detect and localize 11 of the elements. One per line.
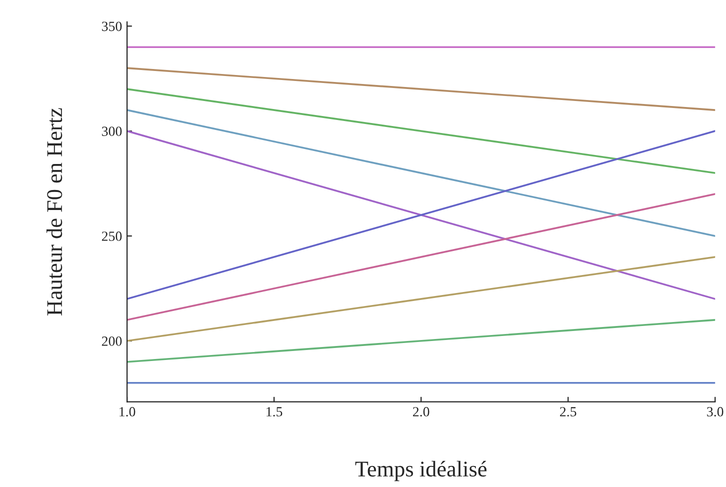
x-tick-label: 1.5 xyxy=(266,407,282,416)
x-tick-label: 1.0 xyxy=(120,407,136,416)
x-axis-title: Temps idéalisé xyxy=(355,460,486,482)
y-tick-label: 350 xyxy=(102,22,122,32)
y-tick-label: 300 xyxy=(102,126,122,136)
x-tick-label: 2.0 xyxy=(413,407,430,416)
y-tick-label: 200 xyxy=(102,336,122,346)
x-tick-label: 3.0 xyxy=(707,407,724,416)
y-tick-label: 250 xyxy=(102,232,122,241)
x-tick-label: 2.5 xyxy=(560,407,576,416)
y-axis-title: Hauteur de F0 en Hertz xyxy=(46,108,62,316)
